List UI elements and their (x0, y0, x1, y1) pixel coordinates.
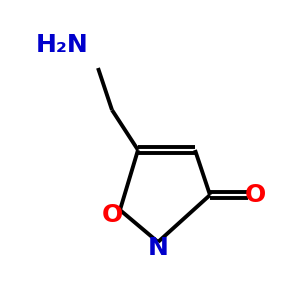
Text: N: N (148, 236, 168, 260)
Text: H₂N: H₂N (36, 33, 88, 57)
Text: O: O (101, 203, 123, 227)
Text: O: O (244, 183, 266, 207)
